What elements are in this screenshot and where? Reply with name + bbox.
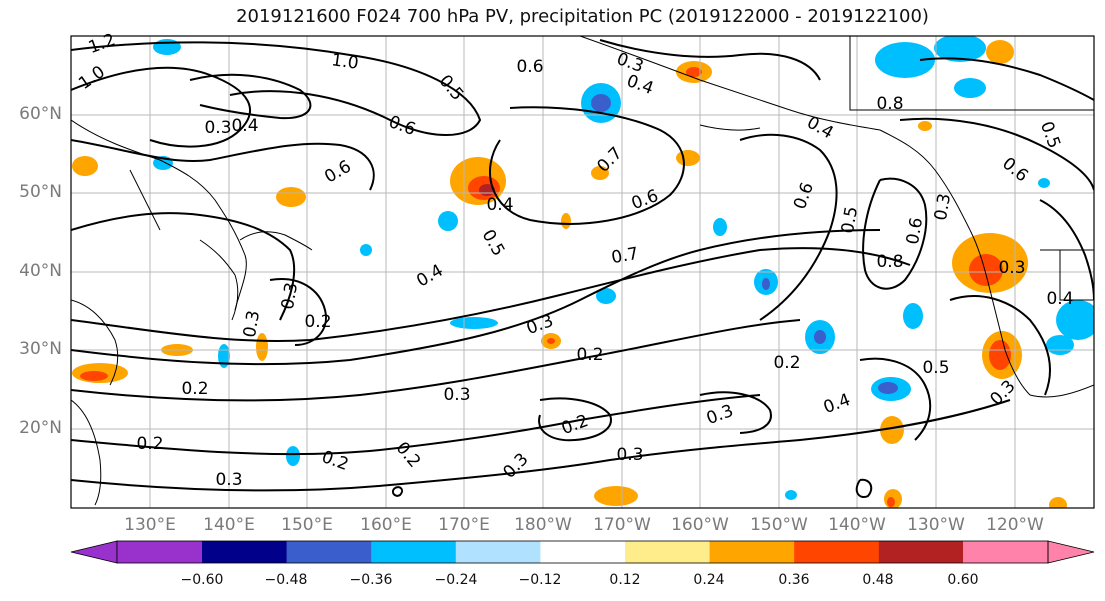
contour-label: 0.3 [443,385,470,405]
colorbar-segment [540,541,626,563]
contour-label: 0.6 [516,57,543,77]
contour-label: 1.0 [330,50,360,74]
lon-label-140e: 140°E [203,515,255,535]
pv-contours [71,39,1094,498]
colorbar-extend-max [1047,540,1095,564]
colorbar-tick: 0.48 [862,572,894,588]
contour-label: 0.5 [922,358,949,378]
colorbar-segment [878,541,964,563]
lon-label-130w: 130°W [907,515,965,535]
contour-label: 0.6 [903,216,927,246]
contour-label: 0.4 [821,390,853,418]
colorbar-segment [117,541,203,563]
contour-label: 0.6 [629,186,661,214]
lon-label-150w: 150°W [750,515,808,535]
colorbar [70,540,1095,564]
contour-label: 0.5 [435,71,468,105]
contour-label: 0.8 [876,94,903,114]
colorbar-extend-min [70,540,118,564]
contour-label: 1.2 [86,30,118,58]
contour-label: 0.2 [181,379,208,399]
contour-label: 0.2 [559,411,591,439]
contour-label: 0.4 [231,116,258,136]
contour-label: 0.3 [998,258,1025,278]
colorbar-segment [963,541,1049,563]
contour-label: 1.0 [75,62,109,94]
map-title: 2019121600 F024 700 hPa PV, precipitatio… [236,6,929,27]
lat-label-20n: 20°N [19,418,62,438]
contour-label: 0.3 [215,470,242,490]
colorbar-segment [794,541,880,563]
contour-label: 0.3 [704,401,736,429]
contour-label: 0.6 [386,112,418,140]
contour-label: 0.4 [486,195,513,215]
contour-label: 0.8 [876,252,903,272]
lon-label-130e: 130°E [124,515,176,535]
colorbar-frame [116,540,1049,564]
contour-label: 0.3 [931,192,955,222]
colorbar-tick: 0.60 [947,572,979,588]
contour-label: 0.5 [1036,119,1064,151]
lat-label-60n: 60°N [19,104,62,124]
colorbar-tick: 0.36 [778,572,810,588]
lat-label-50n: 50°N [19,182,62,202]
lon-label-150e: 150°E [281,515,333,535]
contour-label: 0.4 [1046,289,1073,309]
colorbar-tick: 0.24 [693,572,725,588]
contour-label: 0.5 [478,226,509,259]
lon-label-160e: 160°E [360,515,412,535]
contour-label: 0.6 [321,157,354,188]
contour-label: 0.6 [790,180,818,212]
colorbar-segment [286,541,372,563]
contour-label: 0.3 [240,309,264,339]
contour-label: 0.3 [616,445,643,465]
colorbar-tick: −0.60 [180,572,224,588]
colorbar-tick: −0.36 [349,572,393,588]
coastlines [71,36,1094,506]
contour-label: 0.4 [803,113,836,144]
contour-label: 0.3 [204,118,231,138]
lon-label-170w: 170°W [593,515,651,535]
colorbar-segment [202,541,288,563]
lon-label-180w: 180°W [514,515,572,535]
colorbar-segment [709,541,795,563]
lon-label-160w: 160°W [671,515,729,535]
colorbar-tick: −0.12 [518,572,562,588]
lat-label-40n: 40°N [19,261,62,281]
lat-label-30n: 30°N [19,339,62,359]
contour-label: 0.2 [392,438,425,472]
colorbar-segment [455,541,541,563]
contour-label: 0.2 [136,434,163,454]
colorbar-segment [625,541,711,563]
colorbar-tick: −0.48 [264,572,308,588]
lon-label-140w: 140°W [828,515,886,535]
contour-labels: 1.21.01.00.3 0.40.60.60.50.30.60.40.70.60… [75,30,1073,490]
colorbar-segment [371,541,457,563]
colorbar-tick: 0.12 [609,572,641,588]
contour-label: 0.2 [576,345,603,365]
colorbar-tick: −0.24 [434,572,478,588]
contour-label: 0.2 [304,312,331,332]
lon-label-170e: 170°E [438,515,490,535]
contour-label: 0.4 [624,71,656,99]
lon-label-120w: 120°W [986,515,1044,535]
precipitation-shading [72,36,1094,508]
contour-label: 0.6 [998,154,1032,187]
contour-label: 0.7 [610,244,640,268]
contour-label: 0.5 [838,205,862,235]
contour-label: 0.3 [499,449,532,482]
contour-label: 0.2 [319,447,351,475]
contour-label: 0.3 [278,281,302,311]
map-frame [70,35,1095,509]
contour-label: 0.4 [413,261,446,292]
contour-label: 0.2 [773,353,800,373]
